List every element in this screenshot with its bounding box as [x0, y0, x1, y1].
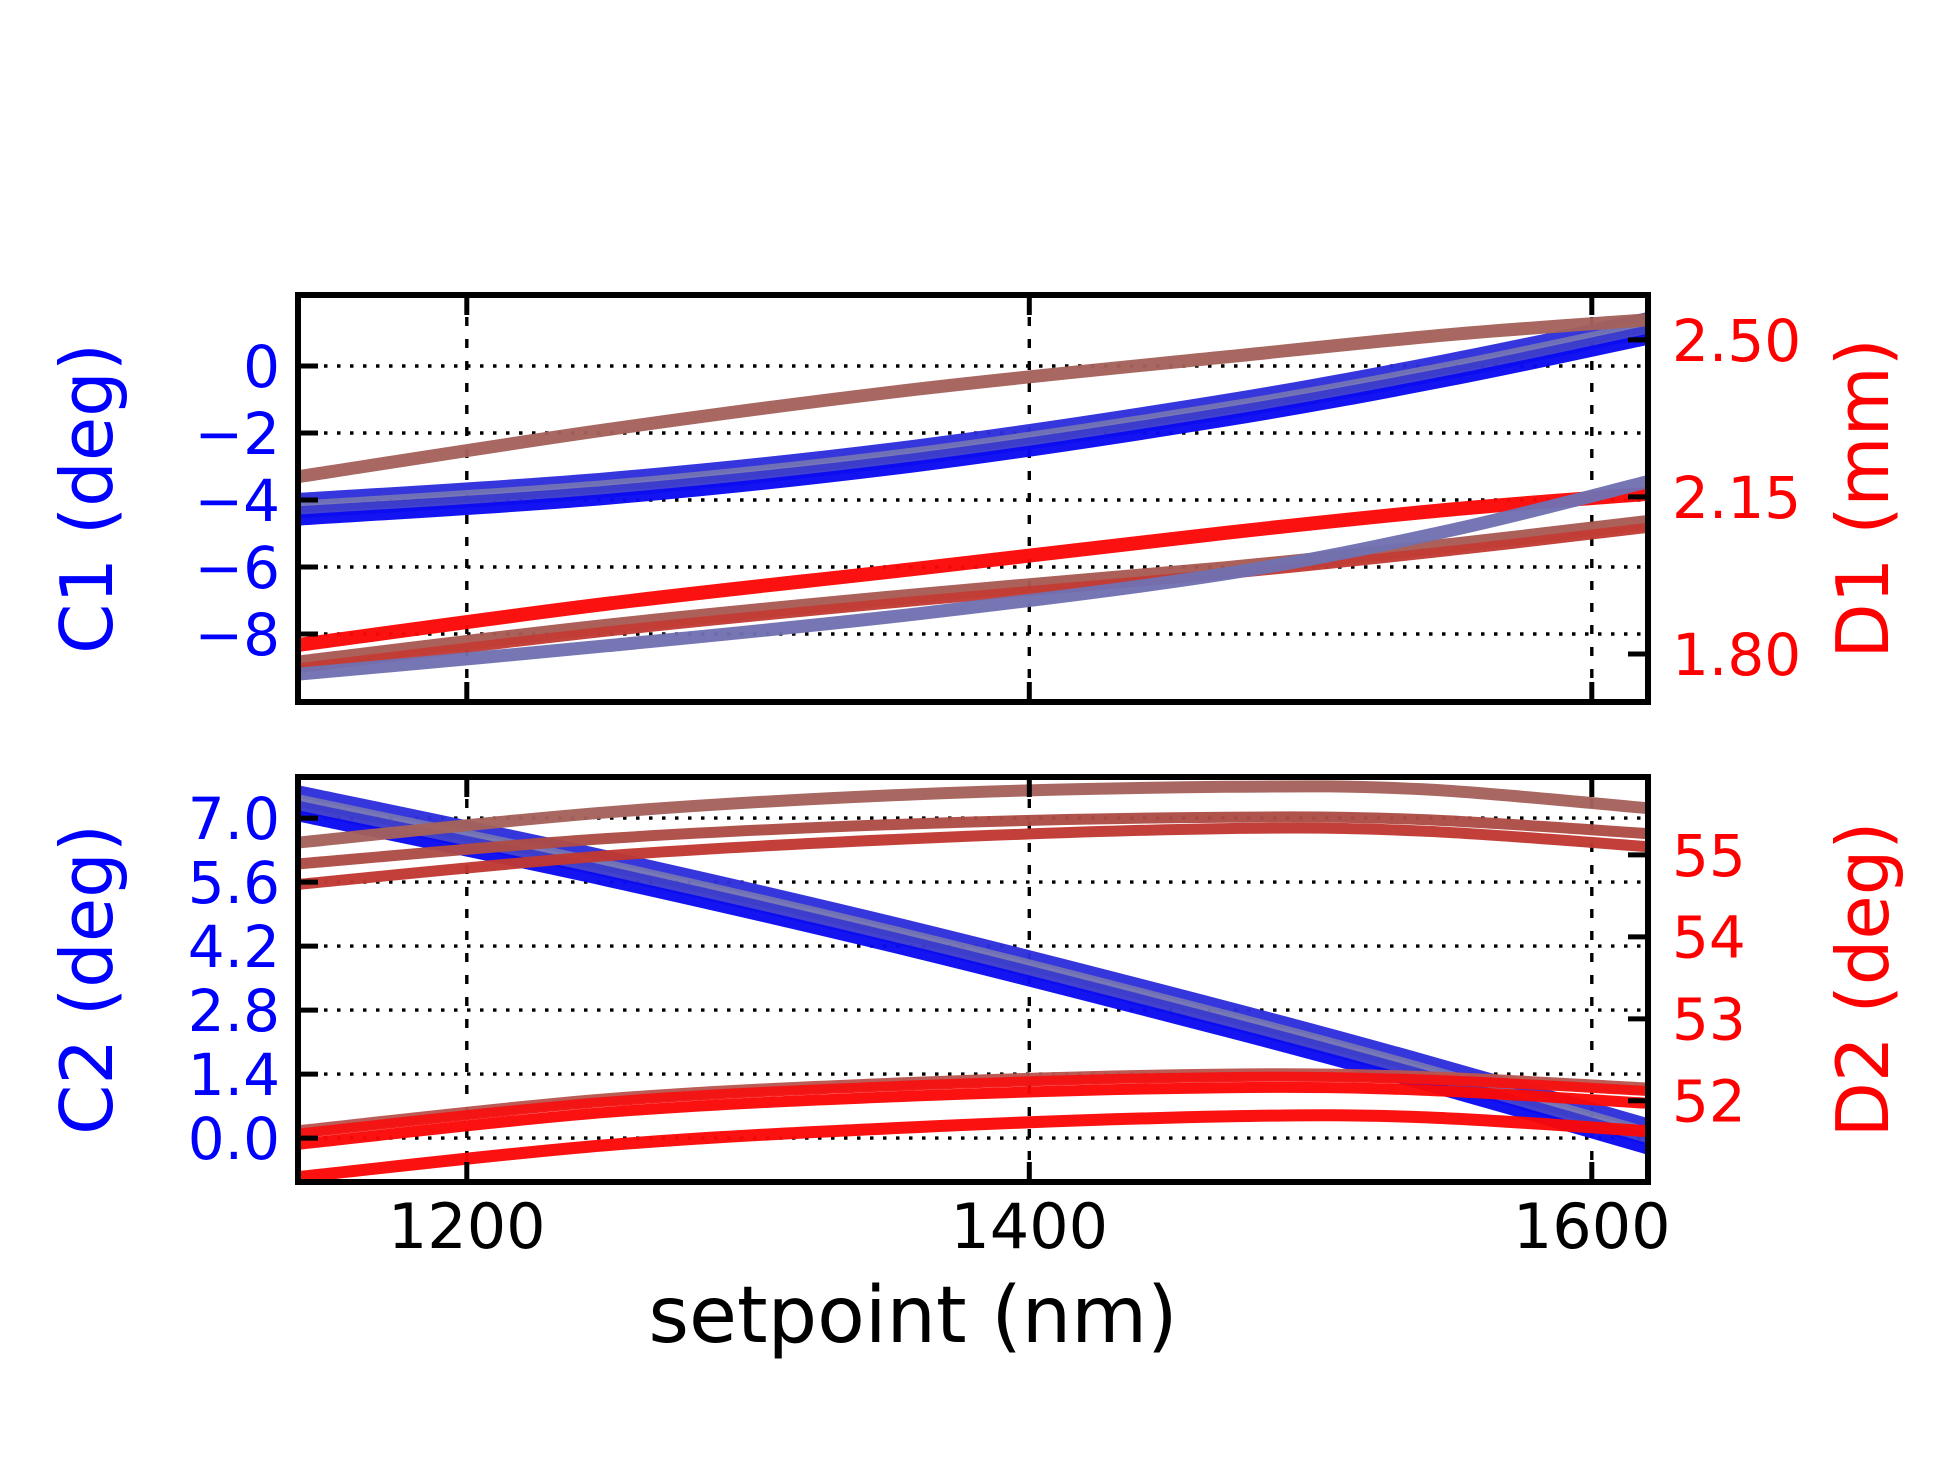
curve-D2-pair-bottom — [298, 1081, 1648, 1150]
curve-C1-band-mid-top — [298, 312, 1648, 505]
right-tick-label: 55 — [1672, 822, 1746, 890]
left-tick-label: 5.6 — [188, 849, 280, 917]
curve-D2-low-red — [298, 1109, 1648, 1182]
right-tick-label: 54 — [1672, 904, 1746, 972]
right-tick-label: 52 — [1672, 1068, 1746, 1136]
left-tick-label: −2 — [195, 400, 281, 468]
curve-C1-band-bright — [298, 333, 1648, 526]
axes-frame — [295, 774, 1651, 1185]
left-tick-label: 1.4 — [188, 1041, 280, 1109]
left-tick-label: 0.0 — [188, 1105, 280, 1173]
curve-C1-low-slate — [298, 475, 1648, 681]
left-axis-label: C1 (deg) — [45, 343, 129, 654]
right-axis-label: D1 (mm) — [1821, 338, 1905, 659]
right-tick-label: 2.50 — [1672, 307, 1801, 375]
left-tick-label: −4 — [195, 467, 281, 535]
x-tick-label: 1400 — [950, 1190, 1108, 1263]
left-tick-label: 0 — [243, 333, 280, 401]
right-tick-label: 2.15 — [1672, 464, 1801, 532]
right-tick-label: 1.80 — [1672, 621, 1801, 689]
curve-C1-band-mid — [298, 325, 1648, 519]
left-tick-label: 4.2 — [188, 913, 280, 981]
right-tick-label: 53 — [1672, 986, 1746, 1054]
curve-D2-top-faded — [298, 780, 1648, 849]
right-axis-label: D2 (deg) — [1821, 821, 1905, 1137]
curve-D2-mid-red — [298, 822, 1648, 890]
curve-D1-lower-brick — [298, 522, 1648, 674]
left-tick-label: −6 — [195, 534, 281, 602]
curve-D2-mid-brick — [298, 811, 1648, 870]
x-axis-label: setpoint (nm) — [648, 1271, 1177, 1361]
left-tick-label: −8 — [195, 601, 281, 669]
curve-D1-lower-faded — [298, 515, 1648, 671]
x-tick-label: 1200 — [388, 1190, 546, 1263]
curve-D2-pair-top — [298, 1071, 1648, 1139]
curve-D1-main-red — [298, 486, 1648, 652]
left-tick-label: 2.8 — [188, 977, 280, 1045]
curve-D1-upper-faded — [298, 313, 1648, 484]
left-tick-label: 7.0 — [188, 785, 280, 853]
left-axis-label: C2 (deg) — [45, 824, 129, 1135]
x-tick-label: 1600 — [1513, 1190, 1671, 1263]
